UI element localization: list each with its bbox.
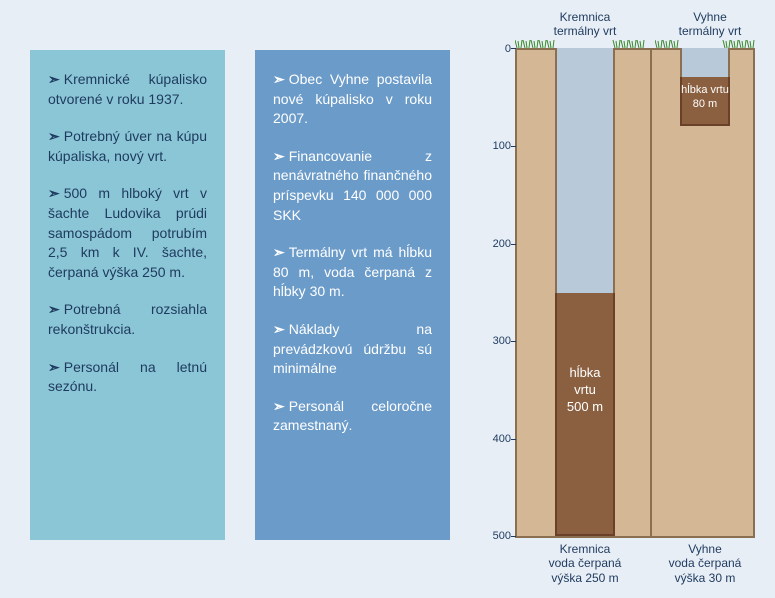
label-line: 80 m [693, 98, 717, 110]
axis-tick-label: 0 [481, 43, 511, 55]
footer-line: výška 250 m [551, 571, 618, 585]
kremnica-header: Kremnica termálny vrt [535, 10, 635, 39]
vyhne-footer: Vyhne voda čerpaná výška 30 m [655, 542, 755, 585]
header-line: Vyhne [693, 10, 727, 24]
header-line: termálny vrt [679, 24, 742, 38]
axis-tick-label: 300 [481, 335, 511, 347]
kremnica-footer: Kremnica voda čerpaná výška 250 m [530, 542, 640, 585]
list-item: ➣Personál celoročne zamestnaný. [273, 397, 432, 436]
list-item: ➣Kremnické kúpalisko otvorené v roku 193… [48, 70, 207, 109]
bullet-icon: ➣ [48, 301, 60, 317]
list-item: ➣Náklady na prevádzkovú údržbu sú minimá… [273, 320, 432, 379]
bullet-icon: ➣ [48, 128, 60, 144]
list-item: ➣500 m hlboký vrt v šachte Ludovika prúd… [48, 184, 207, 282]
list-item: ➣Personál na letnú sezónu. [48, 358, 207, 397]
ground-right-border [753, 48, 755, 538]
item-text: Obec Vyhne postavila nové kúpalisko v ro… [273, 71, 432, 126]
vyhne-header: Vyhne termálny vrt [665, 10, 755, 39]
kremnica-panel: ➣Kremnické kúpalisko otvorené v roku 193… [30, 50, 225, 540]
bullet-icon: ➣ [273, 398, 285, 414]
label-line: hĺbka vrtu [681, 84, 729, 96]
kremnica-well-water [555, 48, 615, 293]
axis-tick [511, 536, 516, 537]
vyhne-well-water [680, 48, 730, 77]
item-text: Kremnické kúpalisko otvorené v roku 1937… [48, 71, 207, 107]
axis-tick-label: 100 [481, 140, 511, 152]
bullet-icon: ➣ [273, 321, 285, 337]
ground-divider [650, 48, 652, 538]
list-item: ➣Potrebný úver na kúpu kúpaliska, nový v… [48, 127, 207, 166]
kremnica-well-label: hĺbka vrtu 500 m [555, 365, 615, 416]
bullet-icon: ➣ [48, 185, 60, 201]
footer-line: voda čerpaná [549, 556, 622, 570]
item-text: Náklady na prevádzkovú údržbu sú minimál… [273, 321, 432, 376]
list-item: ➣Financovanie z nenávratného finančného … [273, 147, 432, 225]
item-text: 500 m hlboký vrt v šachte Ludovika prúdi… [48, 185, 207, 279]
list-item: ➣Termálny vrt má hĺbku 80 m, voda čerpan… [273, 243, 432, 302]
label-line: vrtu [574, 382, 596, 397]
item-text: Personál celoročne zamestnaný. [273, 398, 432, 434]
label-line: hĺbka [569, 365, 600, 380]
item-text: Potrebná rozsiahla rekonštrukcia. [48, 301, 207, 337]
item-text: Potrebný úver na kúpu kúpaliska, nový vr… [48, 128, 207, 164]
bullet-icon: ➣ [273, 71, 285, 87]
footer-line: výška 30 m [675, 571, 736, 585]
footer-line: Kremnica [560, 542, 611, 556]
axis-tick [511, 244, 516, 245]
axis-tick-label: 400 [481, 433, 511, 445]
footer-line: voda čerpaná [669, 556, 742, 570]
grass-icon [515, 40, 645, 48]
vyhne-panel: ➣Obec Vyhne postavila nové kúpalisko v r… [255, 50, 450, 540]
axis-tick [511, 439, 516, 440]
grass-icon [655, 40, 755, 48]
item-text: Personál na letnú sezónu. [48, 359, 207, 395]
list-item: ➣Obec Vyhne postavila nové kúpalisko v r… [273, 70, 432, 129]
item-text: Termálny vrt má hĺbku 80 m, voda čerpaná… [273, 244, 432, 299]
bullet-icon: ➣ [273, 244, 285, 260]
list-item: ➣Potrebná rozsiahla rekonštrukcia. [48, 300, 207, 339]
ground-left-border [515, 48, 517, 538]
footer-line: Vyhne [688, 542, 722, 556]
label-line: 500 m [567, 399, 603, 414]
bullet-icon: ➣ [48, 359, 60, 375]
axis-tick-label: 500 [481, 530, 511, 542]
axis-tick [511, 341, 516, 342]
ground-bottom-border [515, 536, 755, 538]
header-line: Kremnica [560, 10, 611, 24]
axis-tick-label: 200 [481, 238, 511, 250]
axis-tick [511, 146, 516, 147]
axis-tick [511, 48, 516, 49]
wells-diagram: Kremnica termálny vrt Vyhne termálny vrt [475, 10, 765, 590]
bullet-icon: ➣ [48, 71, 60, 87]
bullet-icon: ➣ [273, 148, 285, 164]
item-text: Financovanie z nenávratného finančného p… [273, 148, 432, 223]
header-line: termálny vrt [554, 24, 617, 38]
vyhne-well-label: hĺbka vrtu 80 m [673, 83, 737, 112]
